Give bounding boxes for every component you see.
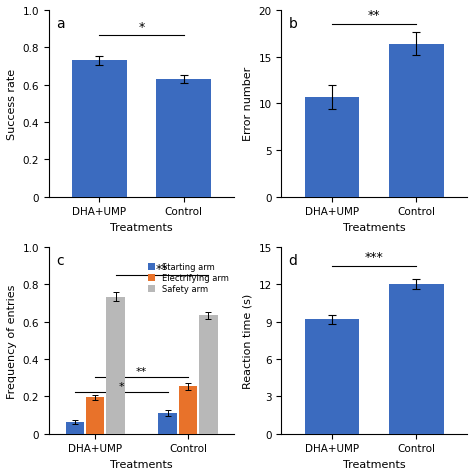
Bar [158, 413, 177, 434]
Bar [304, 319, 359, 434]
Text: **: ** [368, 9, 381, 22]
Bar [156, 80, 211, 197]
Bar [389, 285, 444, 434]
Bar [179, 387, 197, 434]
Y-axis label: Success rate: Success rate [7, 69, 17, 139]
Text: c: c [56, 253, 64, 267]
Text: a: a [56, 17, 65, 30]
Bar [65, 422, 84, 434]
X-axis label: Treatments: Treatments [110, 222, 173, 232]
Bar [106, 297, 125, 434]
Text: b: b [289, 17, 298, 30]
Y-axis label: Frequency of entries: Frequency of entries [7, 284, 17, 398]
Legend: Starting arm, Electrifying arm, Safety arm: Starting arm, Electrifying arm, Safety a… [146, 261, 230, 296]
Bar [72, 61, 127, 197]
Bar [86, 397, 104, 434]
Bar [199, 316, 218, 434]
Y-axis label: Error number: Error number [243, 67, 253, 141]
Text: *: * [118, 381, 124, 391]
Y-axis label: Reaction time (s): Reaction time (s) [243, 293, 253, 388]
X-axis label: Treatments: Treatments [343, 222, 405, 232]
Text: *: * [138, 21, 145, 34]
Text: **: ** [156, 262, 168, 275]
Bar [304, 98, 359, 197]
X-axis label: Treatments: Treatments [343, 459, 405, 469]
Text: d: d [289, 253, 298, 267]
Bar [389, 44, 444, 197]
Text: **: ** [136, 367, 147, 377]
X-axis label: Treatments: Treatments [110, 459, 173, 469]
Text: ***: *** [365, 251, 383, 264]
